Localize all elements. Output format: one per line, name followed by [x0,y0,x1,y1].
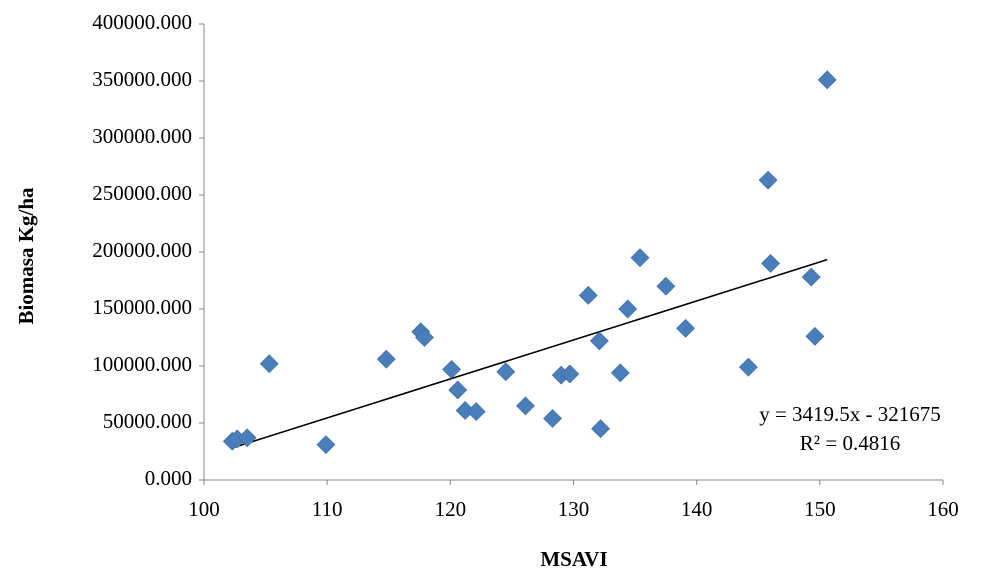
data-point [516,396,535,416]
data-point [676,318,696,338]
data-point [442,359,461,379]
data-point [496,362,516,382]
data-point [801,267,821,287]
data-point [448,380,468,400]
data-point [578,285,598,305]
x-tick-label: 130 [558,497,590,521]
data-point [805,326,825,346]
data-point [630,248,650,268]
data-point [316,435,336,455]
x-axis-label: MSAVI [540,547,607,571]
data-point [758,170,778,190]
x-tick-label: 110 [312,497,343,521]
x-tick-label: 120 [435,497,467,521]
data-point [656,276,676,296]
data-point [415,328,434,347]
data-point [259,354,279,374]
x-tick-label: 160 [927,497,959,521]
y-tick-label: 300000.000 [92,124,192,148]
data-point [543,409,562,428]
data-point [376,349,396,369]
y-tick-label: 200000.000 [92,238,192,262]
y-tick-label: 100000.000 [92,352,192,376]
y-tick-label: 250000.000 [92,181,192,205]
data-point [618,299,638,319]
x-tick-label: 140 [681,497,713,521]
y-tick-label: 0.000 [145,466,192,490]
y-tick-label: 400000.000 [92,10,192,34]
trendline-equation: y = 3419.5x - 321675 [759,402,941,426]
data-point [761,253,780,273]
trendline-r-squared: R² = 0.4816 [800,431,900,455]
data-point [466,402,486,422]
trendline [232,258,828,449]
data-point [610,363,630,383]
y-axis-ticks: 0.000 50000.000 100000.000 150000.000 200000… [92,10,204,490]
y-tick-label: 150000.000 [92,295,192,319]
x-tick-label: 150 [804,497,836,521]
y-tick-label: 50000.000 [103,409,192,433]
y-tick-label: 350000.000 [92,67,192,91]
y-axis-label: Biomasa Kg/ha [14,187,38,325]
data-point [817,70,837,90]
x-tick-label: 100 [188,497,220,521]
data-points [222,70,837,455]
data-point [589,331,609,351]
data-point [560,364,580,384]
data-point [591,419,611,439]
trendline-group [232,258,828,449]
data-point [738,357,758,377]
x-axis-ticks: 100 110 120 130 140 150 160 [188,480,959,521]
data-point [237,428,257,448]
